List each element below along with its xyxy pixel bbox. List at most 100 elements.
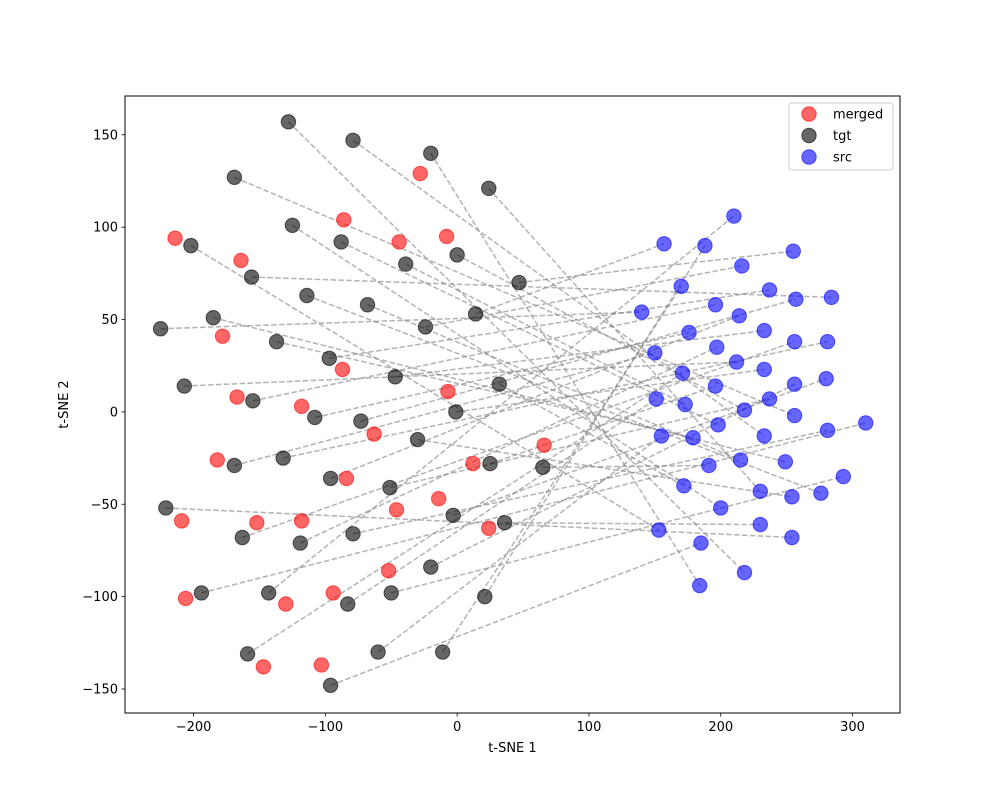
tgt-point xyxy=(226,169,243,185)
link-line xyxy=(234,176,795,417)
link-line xyxy=(484,245,706,598)
link-line xyxy=(455,368,765,413)
tgt-point xyxy=(491,376,508,392)
src-point xyxy=(691,577,708,594)
tgt-point xyxy=(434,644,451,660)
src-point xyxy=(736,402,753,418)
src-point xyxy=(788,291,804,307)
src-point xyxy=(697,237,713,254)
link-line xyxy=(330,542,702,686)
y-tick-label: −150 xyxy=(82,682,118,697)
merged-point xyxy=(430,491,447,507)
src-point xyxy=(707,297,724,313)
tgt-point xyxy=(280,114,297,130)
merged-point xyxy=(249,515,265,531)
src-point xyxy=(785,243,801,259)
tgt-point xyxy=(449,247,465,263)
src-point xyxy=(756,428,772,444)
merged-point xyxy=(536,437,552,453)
legend: merged tgt src xyxy=(788,102,894,171)
merged-point xyxy=(233,252,249,269)
src-point xyxy=(681,324,697,341)
tgt-point xyxy=(152,321,169,337)
merged-point xyxy=(278,596,294,612)
merged-point xyxy=(391,234,407,250)
tgt-point xyxy=(275,450,291,466)
src-point xyxy=(823,289,840,306)
tgt-point xyxy=(226,457,243,474)
link-line xyxy=(242,340,795,539)
y-tick-label: −100 xyxy=(82,590,118,605)
merged-point xyxy=(366,426,382,442)
src-point xyxy=(786,407,803,424)
tgt-point xyxy=(359,297,376,313)
src-point xyxy=(726,208,742,224)
link-line xyxy=(291,224,722,509)
src-point xyxy=(736,564,753,581)
src-point xyxy=(819,422,836,439)
x-tick-label: 200 xyxy=(708,720,733,735)
link-line xyxy=(352,429,828,535)
y-tick-label: −50 xyxy=(91,498,118,513)
tgt-point xyxy=(292,535,308,551)
src-point xyxy=(819,333,836,350)
tgt-point xyxy=(333,234,349,250)
link-line xyxy=(287,121,746,574)
src-point xyxy=(818,370,834,387)
x-tick-label: −100 xyxy=(307,720,343,735)
link-line xyxy=(456,254,745,411)
link-line xyxy=(542,464,709,469)
src-point xyxy=(677,396,693,413)
src-point xyxy=(756,361,772,378)
plot-area-frame xyxy=(124,95,901,714)
y-axis-label: t-SNE 2 xyxy=(57,380,72,428)
src-point xyxy=(752,483,768,500)
src-point xyxy=(734,258,750,274)
link-line xyxy=(330,315,740,480)
src-point xyxy=(648,391,664,407)
link-line xyxy=(283,340,828,459)
tgt-point xyxy=(353,413,369,429)
link-line xyxy=(276,340,694,439)
tgt-point xyxy=(423,559,439,575)
tgt-point xyxy=(467,306,484,322)
merged-point xyxy=(440,383,456,400)
link-line xyxy=(425,265,742,328)
src-point xyxy=(709,339,725,355)
merged-point xyxy=(388,502,405,518)
src-point xyxy=(701,457,717,474)
tgt-point xyxy=(345,132,361,149)
src-point xyxy=(647,345,663,361)
tgt-point xyxy=(535,459,551,476)
tgt-point xyxy=(477,588,493,605)
src-point xyxy=(673,278,689,294)
link-line xyxy=(201,422,866,594)
x-tick-label: −200 xyxy=(176,720,212,735)
tgt-legend-label: tgt xyxy=(833,129,851,144)
merged-point xyxy=(293,513,310,529)
link-line xyxy=(268,215,735,594)
axis-ticks: −200 −100 0 100 200 300 −150 −100 −50 0 50 100 150 xyxy=(82,128,865,735)
src-point xyxy=(633,304,650,320)
link-line xyxy=(190,244,660,531)
src-point xyxy=(653,428,670,444)
src-point xyxy=(713,500,729,516)
x-tick-label: 0 xyxy=(453,720,461,735)
tgt-point xyxy=(234,529,251,546)
tgt-point xyxy=(243,269,260,285)
link-line xyxy=(360,298,797,422)
tgt-point xyxy=(383,585,399,601)
tgt-point xyxy=(448,404,464,420)
tgt-point xyxy=(158,500,174,516)
tgt-point xyxy=(511,274,527,291)
link-line xyxy=(395,329,765,378)
merged-point xyxy=(465,455,481,472)
tgt-point xyxy=(482,455,498,472)
src-point xyxy=(858,415,874,431)
link-line xyxy=(247,372,683,655)
merged-point xyxy=(412,165,428,182)
src-point xyxy=(676,478,692,494)
tgt-point xyxy=(239,646,256,662)
merged-point xyxy=(334,361,351,378)
link-line xyxy=(389,398,770,489)
